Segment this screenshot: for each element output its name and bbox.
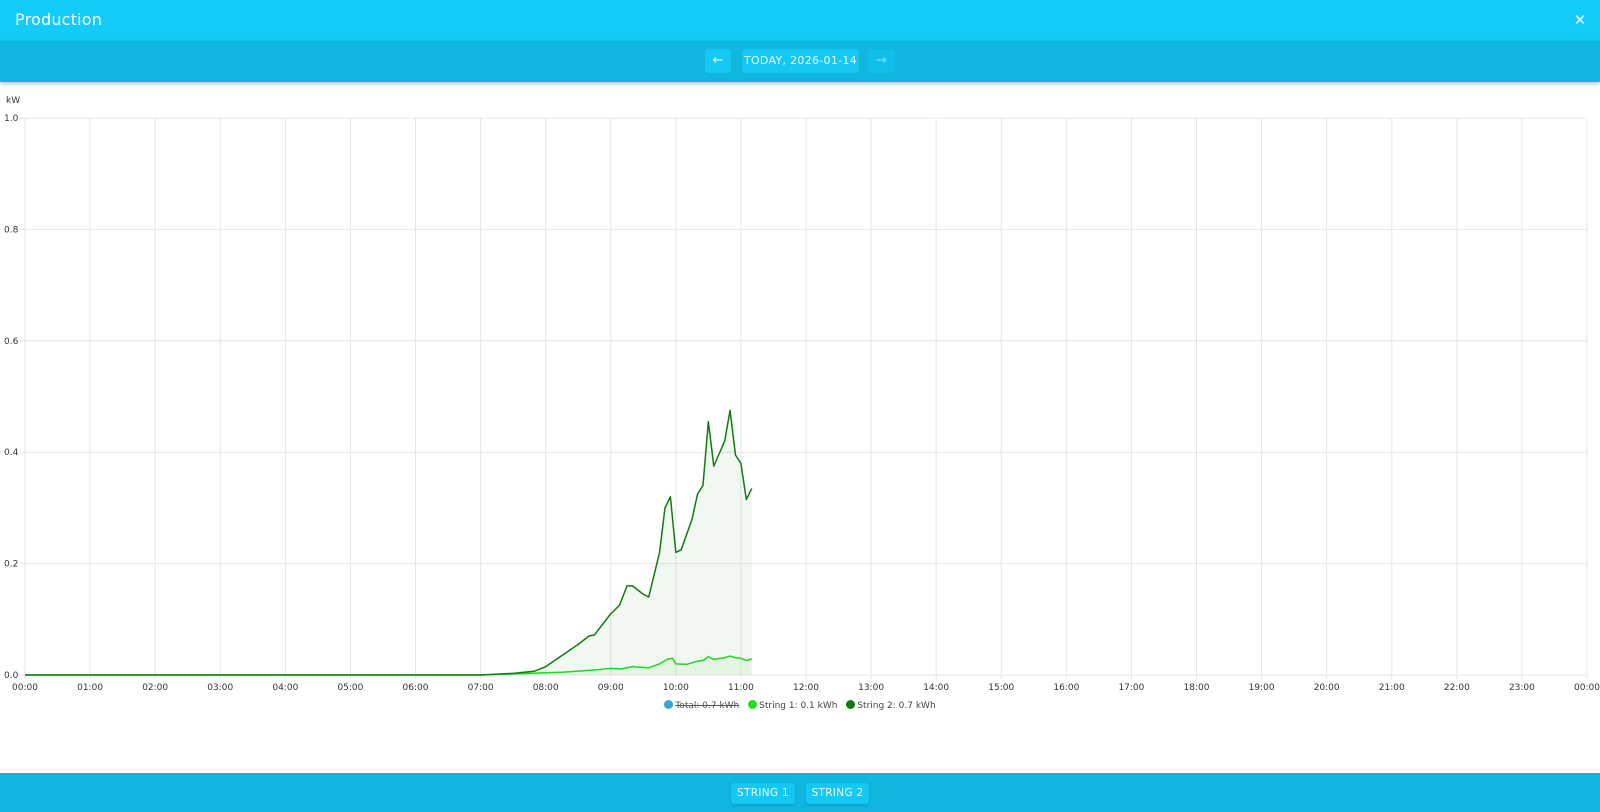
next-day-button[interactable]: → bbox=[868, 49, 895, 73]
legend-item-string-1[interactable]: String 1: 0.1 kWh bbox=[748, 700, 837, 711]
window-title: Production bbox=[15, 10, 103, 29]
legend-item-string-2[interactable]: String 2: 0.7 kWh bbox=[846, 700, 936, 711]
arrow-right-icon: → bbox=[876, 53, 887, 68]
legend-dot-string-1 bbox=[748, 700, 758, 709]
chart-plot-area: 0.0 0.2 0.4 0.6 0.8 1.0 00:00 01:00 02:00 03:00 04… bbox=[4, 114, 1600, 693]
series-line-string-2 bbox=[25, 409, 753, 676]
arrow-left-icon: ← bbox=[712, 53, 724, 68]
x-tick-label: 14:00 bbox=[923, 683, 949, 693]
x-tick-label: 02:00 bbox=[142, 683, 168, 693]
x-tick-label: 10:00 bbox=[663, 683, 689, 693]
series-area-string-2 bbox=[25, 410, 752, 675]
legend-item-total[interactable]: Total: 0.7 kWh bbox=[664, 700, 739, 711]
series-area-string-1 bbox=[25, 656, 752, 675]
x-tick-label: 03:00 bbox=[207, 683, 233, 693]
legend-dot-total bbox=[664, 700, 674, 709]
x-tick-label: 04:00 bbox=[272, 683, 298, 693]
x-tick-label: 06:00 bbox=[403, 683, 429, 693]
y-axis-unit-label: kW bbox=[6, 96, 21, 106]
y-tick-label: 0.8 bbox=[4, 225, 19, 235]
x-tick-label: 07:00 bbox=[468, 683, 494, 693]
x-tick-label: 09:00 bbox=[598, 683, 624, 693]
window-titlebar: Production ✕ bbox=[0, 0, 1600, 41]
x-tick-label: 18:00 bbox=[1184, 683, 1210, 693]
y-tick-label: 0.6 bbox=[4, 337, 19, 347]
x-tick-label: 05:00 bbox=[337, 683, 363, 693]
y-tick-label: 1.0 bbox=[4, 114, 19, 124]
x-tick-label: 17:00 bbox=[1118, 683, 1144, 693]
x-tick-label: 00:00 bbox=[1574, 683, 1600, 693]
y-tick-label: 0.2 bbox=[4, 560, 18, 570]
x-tick-label: 00:00 bbox=[12, 683, 38, 693]
legend-label-string-2: String 2: 0.7 kWh bbox=[857, 701, 936, 711]
production-chart: kW 0.0 0.2 0.4 0.6 0.8 1.0 00:00 01:00 02:00 03:0… bbox=[0, 82, 1600, 772]
x-tick-label: 16:00 bbox=[1053, 683, 1079, 693]
legend-label-string-1: String 1: 0.1 kWh bbox=[759, 701, 838, 711]
y-tick-label: 0.4 bbox=[4, 448, 19, 458]
legend-label-total: Total: 0.7 kWh bbox=[675, 701, 740, 711]
x-tick-label: 22:00 bbox=[1444, 683, 1470, 693]
series-line-string-1 bbox=[25, 655, 752, 676]
x-tick-label: 12:00 bbox=[793, 683, 819, 693]
x-tick-label: 23:00 bbox=[1509, 683, 1535, 693]
x-tick-label: 15:00 bbox=[988, 683, 1014, 693]
y-tick-label: 0.0 bbox=[4, 671, 19, 681]
date-selector-button[interactable]: TODAY, 2026-01-14 bbox=[742, 49, 859, 73]
chart-legend: Total: 0.7 kWh String 1: 0.1 kWh String … bbox=[0, 700, 1600, 711]
x-tick-label: 20:00 bbox=[1314, 683, 1340, 693]
previous-day-button[interactable]: ← bbox=[705, 49, 731, 73]
string-2-button[interactable]: STRING 2 bbox=[806, 783, 869, 804]
x-tick-label: 08:00 bbox=[533, 683, 559, 693]
x-tick-label: 21:00 bbox=[1379, 683, 1405, 693]
string-selector-bar: STRING 1 STRING 2 bbox=[0, 773, 1600, 812]
x-tick-label: 19:00 bbox=[1249, 683, 1275, 693]
close-icon[interactable]: ✕ bbox=[1573, 11, 1587, 29]
x-tick-label: 11:00 bbox=[728, 683, 754, 693]
legend-dot-string-2 bbox=[846, 700, 856, 709]
x-tick-label: 13:00 bbox=[858, 683, 884, 693]
x-tick-label: 01:00 bbox=[77, 683, 103, 693]
string-1-button[interactable]: STRING 1 bbox=[731, 783, 795, 804]
date-navigation-bar: ← TODAY, 2026-01-14 → bbox=[0, 41, 1600, 82]
